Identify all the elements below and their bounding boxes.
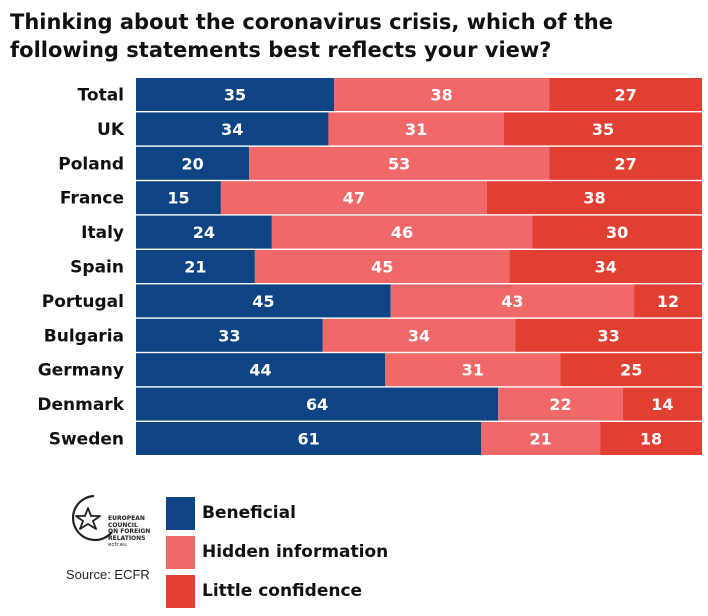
legend-swatch (166, 536, 195, 569)
bar-beneficial-bulgaria (136, 318, 323, 352)
data-label-little-confidence-france: 38 (583, 189, 605, 208)
bar-beneficial-italy (136, 215, 272, 249)
bar-little-confidence-uk (503, 112, 702, 146)
logo-site: ecfr.eu (108, 542, 127, 548)
data-label-beneficial-portugal: 45 (252, 292, 274, 311)
data-label-hidden-information-total: 38 (431, 86, 453, 105)
data-label-beneficial-france: 15 (167, 189, 189, 208)
bar-beneficial-total (136, 78, 335, 111)
category-label-portugal: Portugal (42, 292, 124, 312)
data-label-beneficial-poland: 20 (181, 154, 203, 173)
legend-swatch (166, 575, 195, 608)
data-label-little-confidence-total: 27 (614, 86, 636, 105)
bar-beneficial-sweden (136, 422, 482, 455)
data-label-beneficial-spain: 21 (184, 258, 206, 277)
bar-little-confidence-portugal (634, 284, 702, 318)
data-label-little-confidence-denmark: 14 (651, 395, 673, 414)
ecfr-logo-icon (71, 494, 113, 542)
bar-hidden-information-france (220, 181, 487, 215)
data-label-little-confidence-portugal: 12 (657, 292, 679, 311)
data-label-little-confidence-uk: 35 (592, 120, 614, 139)
data-label-beneficial-denmark: 64 (306, 395, 328, 414)
bar-hidden-information-italy (271, 215, 533, 249)
data-label-little-confidence-sweden: 18 (640, 430, 662, 449)
category-label-denmark: Denmark (37, 395, 124, 415)
data-label-hidden-information-poland: 53 (388, 154, 410, 173)
bar-hidden-information-total (334, 78, 550, 111)
data-label-beneficial-italy: 24 (193, 223, 215, 242)
bar-hidden-information-bulgaria (322, 318, 516, 352)
data-label-little-confidence-spain: 34 (595, 258, 617, 277)
bar-hidden-information-uk (328, 112, 504, 146)
bar-hidden-information-spain (254, 250, 510, 283)
legend-label: Little confidence (202, 581, 363, 601)
category-label-bulgaria: Bulgaria (44, 326, 124, 346)
bar-little-confidence-denmark (622, 387, 702, 421)
data-label-beneficial-uk: 34 (221, 120, 243, 139)
ecfr-logo-text: EUROPEAN COUNCIL ON FOREIGN RELATIONS ec… (108, 515, 168, 549)
bar-little-confidence-bulgaria (515, 318, 702, 352)
bar-beneficial-spain (136, 250, 255, 283)
bar-beneficial-germany (136, 353, 386, 387)
bar-beneficial-poland (136, 146, 250, 180)
bar-little-confidence-spain (509, 250, 702, 283)
category-label-italy: Italy (81, 223, 124, 243)
legend-swatch (166, 497, 195, 530)
logo-line: ON FOREIGN (108, 528, 151, 535)
bar-hidden-information-poland (249, 146, 550, 180)
bar-beneficial-denmark (136, 387, 499, 421)
category-label-total: Total (78, 86, 124, 106)
bar-hidden-information-portugal (390, 284, 635, 318)
category-label-france: France (60, 189, 124, 209)
data-label-little-confidence-bulgaria: 33 (597, 326, 619, 345)
legend-label: Beneficial (202, 503, 296, 523)
data-label-little-confidence-italy: 30 (606, 223, 628, 242)
bar-little-confidence-france (486, 181, 702, 215)
chart-title: Thinking about the coronavirus crisis, w… (10, 10, 613, 62)
source-note: Source: ECFR (66, 567, 150, 582)
category-label-germany: Germany (38, 361, 124, 381)
bar-hidden-information-germany (385, 353, 561, 387)
category-label-poland: Poland (58, 154, 124, 174)
data-label-little-confidence-germany: 25 (620, 361, 642, 380)
data-label-hidden-information-germany: 31 (462, 361, 484, 380)
data-label-hidden-information-denmark: 22 (549, 395, 571, 414)
stacked-bar-chart: Total 35 38 27 UK 34 31 35 Poland 20 53 27 France 15 4… (37, 78, 702, 455)
bar-little-confidence-italy (532, 215, 702, 249)
category-label-uk: UK (97, 120, 125, 140)
data-label-little-confidence-poland: 27 (614, 154, 636, 173)
logo-line: RELATIONS (108, 534, 146, 542)
data-label-hidden-information-portugal: 43 (501, 292, 523, 311)
bar-beneficial-france (136, 181, 221, 215)
bar-hidden-information-sweden (481, 422, 601, 455)
bar-little-confidence-sweden (600, 422, 702, 455)
bar-beneficial-portugal (136, 284, 391, 318)
bar-little-confidence-poland (549, 146, 702, 180)
logo-line: COUNCIL (108, 521, 138, 529)
data-label-hidden-information-italy: 46 (391, 223, 413, 242)
data-label-hidden-information-uk: 31 (405, 120, 427, 139)
data-label-beneficial-bulgaria: 33 (218, 326, 240, 345)
data-label-hidden-information-bulgaria: 34 (408, 326, 430, 345)
bar-little-confidence-total (549, 78, 702, 111)
data-label-beneficial-germany: 44 (249, 361, 271, 380)
data-label-hidden-information-spain: 45 (371, 258, 393, 277)
bar-hidden-information-denmark (498, 387, 623, 421)
bar-little-confidence-germany (560, 353, 702, 387)
legend-label: Hidden information (202, 542, 389, 562)
category-label-spain: Spain (70, 258, 124, 278)
data-label-beneficial-sweden: 61 (297, 430, 319, 449)
data-label-hidden-information-france: 47 (343, 189, 365, 208)
data-label-beneficial-total: 35 (224, 86, 246, 105)
data-label-hidden-information-sweden: 21 (530, 430, 552, 449)
bar-beneficial-uk (136, 112, 329, 146)
logo-line: EUROPEAN (108, 515, 145, 522)
category-label-sweden: Sweden (49, 430, 124, 450)
